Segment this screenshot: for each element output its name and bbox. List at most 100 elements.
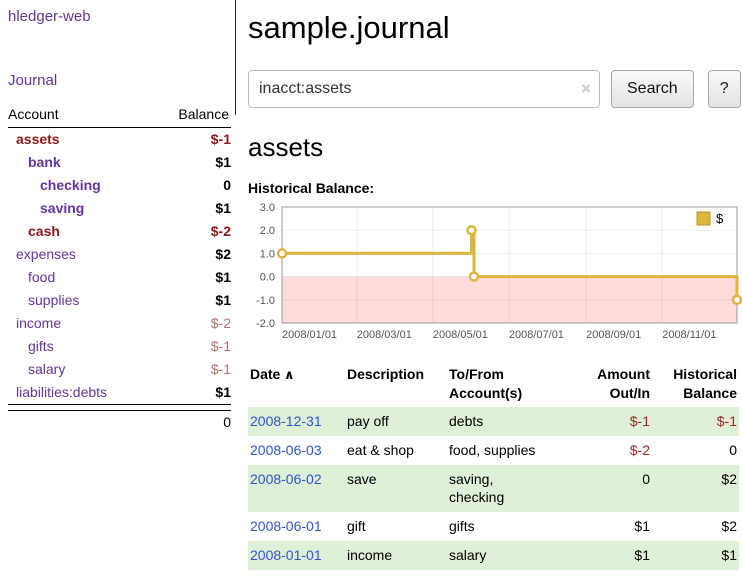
register-row[interactable]: 2008-06-03 eat & shop food, supplies $-2 0 — [248, 436, 739, 465]
account-balance: $2 — [215, 246, 231, 262]
register-accounts: food, supplies — [449, 441, 536, 458]
register-description: income — [347, 547, 393, 564]
account-link[interactable]: assets — [16, 131, 60, 147]
register-accounts: gifts — [449, 518, 475, 535]
account-link[interactable]: food — [28, 269, 56, 285]
account-row: cash $-2 — [8, 220, 231, 243]
account-link[interactable]: bank — [28, 154, 61, 170]
sidebar: hledger-web Journal Account Balance asse… — [0, 0, 235, 582]
svg-text:1.0: 1.0 — [260, 248, 275, 260]
account-row: salary $-1 — [8, 358, 231, 381]
register-accounts: salary — [449, 547, 487, 564]
accounts-total-rule — [8, 404, 231, 411]
account-link[interactable]: salary — [28, 361, 66, 377]
clear-search-icon[interactable]: × — [581, 79, 591, 98]
transaction-date-link[interactable]: 2008-01-01 — [250, 547, 322, 564]
account-balance: $-1 — [210, 361, 231, 377]
account-row: gifts $-1 — [8, 335, 231, 358]
account-balance: $-1 — [210, 338, 231, 354]
transaction-date-link[interactable]: 2008-06-02 — [250, 470, 322, 487]
account-link[interactable]: gifts — [28, 338, 54, 354]
accounts-table: Account Balance assets $-1 bank $1 checking 0… — [8, 106, 231, 434]
transaction-date-link[interactable]: 2008-06-01 — [250, 518, 322, 535]
account-balance: $-2 — [210, 315, 231, 331]
register-accounts: debts — [449, 412, 484, 429]
search-input[interactable] — [248, 70, 600, 108]
search-button[interactable]: Search — [611, 70, 694, 108]
chart-title: Historical Balance: — [248, 180, 375, 196]
accounts-header-balance: Balance — [153, 106, 231, 128]
register-amount: $1 — [634, 518, 650, 535]
register-balance: $-1 — [716, 412, 737, 429]
account-balance: $1 — [215, 384, 231, 400]
register-description: save — [347, 470, 377, 487]
account-balance: $1 — [215, 154, 231, 170]
svg-text:2008/01/01: 2008/01/01 — [282, 329, 337, 341]
account-row: supplies $1 — [8, 289, 231, 312]
search-box: × — [248, 70, 600, 108]
app-title-link[interactable]: hledger-web — [8, 8, 91, 25]
account-link[interactable]: checking — [40, 177, 101, 193]
account-balance: $1 — [215, 269, 231, 285]
register-column-header: To/From Account(s) — [449, 366, 523, 401]
register-balance: $2 — [721, 470, 737, 487]
register-row[interactable]: 2008-01-01 income salary $1 $1 — [248, 541, 739, 571]
register-accounts: saving, checking — [449, 470, 505, 506]
help-button[interactable]: ? — [707, 70, 741, 108]
register-table: Date ∧ Description To/From Account(s) Amoun… — [248, 361, 739, 571]
sidebar-divider — [235, 0, 236, 115]
main-content: sample.journal × Search ? assets Histori… — [235, 0, 742, 582]
account-row: bank $1 — [8, 151, 231, 174]
accounts-table-body: assets $-1 bank $1 checking 0 saving $1 cash $-2 e… — [8, 128, 231, 405]
svg-text:$: $ — [716, 211, 724, 226]
register-row[interactable]: 2008-12-31 pay off debts $-1 $-1 — [248, 406, 739, 436]
register-balance: $1 — [721, 547, 737, 564]
svg-text:2.0: 2.0 — [260, 225, 275, 237]
account-row: liabilities:debts $1 — [8, 381, 231, 405]
page-title: sample.journal — [248, 10, 450, 45]
svg-text:2008/05/01: 2008/05/01 — [433, 329, 488, 341]
svg-text:2008/03/01: 2008/03/01 — [357, 329, 412, 341]
register-column-header: Description — [347, 366, 425, 382]
account-link[interactable]: expenses — [16, 246, 76, 262]
register-amount: 0 — [642, 470, 650, 487]
account-balance: 0 — [223, 177, 231, 193]
account-row: checking 0 — [8, 174, 231, 197]
register-balance: 0 — [729, 441, 737, 458]
register-table-body: 2008-12-31 pay off debts $-1 $-1 2008-06-03 ea… — [248, 406, 739, 571]
register-amount: $-1 — [629, 412, 650, 429]
register-description: pay off — [347, 412, 389, 429]
register-amount: $1 — [634, 547, 650, 564]
transaction-date-link[interactable]: 2008-12-31 — [250, 412, 322, 429]
journal-link[interactable]: Journal — [8, 72, 58, 89]
account-balance: $1 — [215, 292, 231, 308]
account-row: assets $-1 — [8, 128, 231, 152]
account-heading: assets — [248, 132, 324, 162]
historical-balance-chart: 3.0 2.0 1.0 0.0 -1.0 -2.0 2008/01/01 2008/03/01… — [256, 202, 742, 341]
svg-text:2008/11/01: 2008/11/01 — [662, 329, 716, 341]
register-row[interactable]: 2008-06-02 save saving, checking 0 $2 — [248, 464, 739, 513]
register-column-header: Historical Balance — [673, 366, 737, 401]
register-description: eat & shop — [347, 441, 414, 458]
register-column-header: Amount Out/In — [597, 366, 650, 401]
account-link[interactable]: cash — [28, 223, 60, 239]
transaction-date-link[interactable]: 2008-06-03 — [250, 441, 322, 458]
register-column-header[interactable]: Date ∧ — [250, 366, 295, 382]
search-row: × Search ? — [248, 70, 742, 108]
app-title: hledger-web — [8, 8, 235, 26]
register-header-row: Date ∧ Description To/From Account(s) Amoun… — [248, 361, 739, 407]
account-link[interactable]: liabilities:debts — [16, 384, 108, 400]
accounts-header-row: Account Balance — [8, 106, 231, 128]
account-row: saving $1 — [8, 197, 231, 220]
account-link[interactable]: income — [16, 315, 62, 331]
svg-text:0.0: 0.0 — [260, 272, 275, 284]
account-row: expenses $2 — [8, 243, 231, 266]
account-row: food $1 — [8, 266, 231, 289]
account-link[interactable]: supplies — [28, 292, 80, 308]
svg-text:2008/09/01: 2008/09/01 — [586, 329, 641, 341]
account-link[interactable]: saving — [40, 200, 85, 216]
register-table-head: Date ∧ Description To/From Account(s) Amoun… — [248, 361, 739, 407]
register-row[interactable]: 2008-06-01 gift gifts $1 $2 — [248, 512, 739, 541]
accounts-header-account: Account — [8, 106, 154, 128]
